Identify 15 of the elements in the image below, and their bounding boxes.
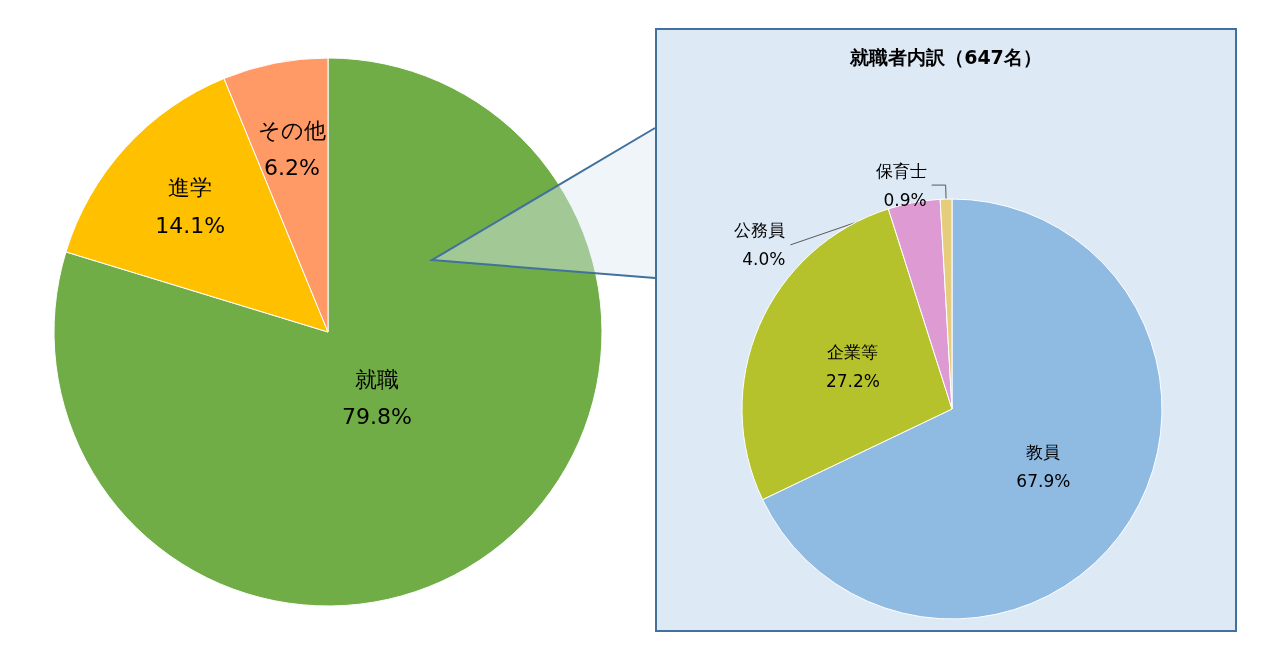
slice-label: 教員 bbox=[1026, 442, 1061, 463]
data-label: 4.0% bbox=[742, 249, 786, 270]
data-label: 27.2% bbox=[825, 370, 880, 391]
data-label: 0.9% bbox=[883, 189, 927, 210]
chart-title: 就職者内訳（647名） bbox=[849, 45, 1042, 68]
slice-label: 企業等 bbox=[827, 341, 879, 362]
slice-label: 進学 bbox=[168, 175, 213, 201]
slice-label: 保育士 bbox=[875, 160, 927, 181]
data-label: 79.8% bbox=[341, 404, 412, 430]
slice-label: 公務員 bbox=[734, 220, 786, 241]
data-label: 6.2% bbox=[264, 155, 320, 181]
data-label: 14.1% bbox=[155, 212, 226, 238]
slice-label: 就職 bbox=[354, 366, 399, 392]
data-label: 67.9% bbox=[1016, 471, 1071, 492]
slice-label: その他 bbox=[257, 118, 326, 143]
